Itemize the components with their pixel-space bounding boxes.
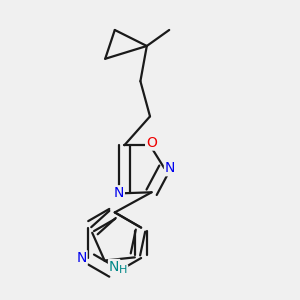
Text: N: N: [109, 260, 119, 274]
Text: N: N: [113, 186, 124, 200]
Text: H: H: [119, 265, 127, 275]
Text: N: N: [76, 251, 87, 265]
Text: N: N: [165, 161, 175, 175]
Text: O: O: [146, 136, 157, 150]
